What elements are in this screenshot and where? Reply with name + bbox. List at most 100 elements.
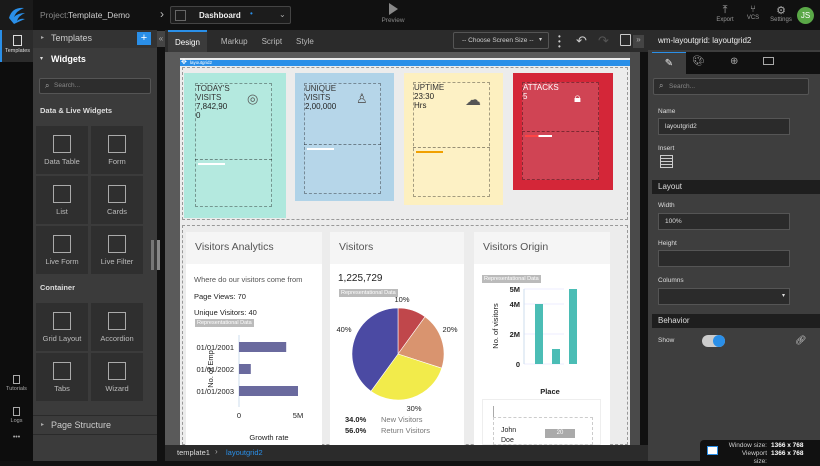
value-badge: 20 (545, 429, 575, 438)
show-toggle[interactable] (702, 335, 725, 347)
screen-size-select[interactable]: -- Choose Screen Size -- ▾ (453, 32, 549, 49)
list-icon (53, 185, 71, 203)
widget-search-input[interactable]: ⌕ Search... (39, 78, 151, 94)
link-icon[interactable]: 🔗︎ (795, 335, 807, 345)
widget-cards[interactable]: Cards (90, 175, 144, 225)
chevron-right-icon: › (160, 7, 164, 21)
caret-down-icon: ▾ (40, 56, 44, 62)
selected-widget-bar[interactable]: ✥ layoutgrid2 (180, 59, 630, 66)
settings-label: Settings (770, 17, 792, 23)
save-icon[interactable] (620, 34, 631, 46)
y-tick-label: 01/01/2002 (196, 365, 234, 374)
top-bar: Project: Template_Demo › Dashboard • ⌄ P… (0, 0, 820, 30)
export-button[interactable]: ⤒ Export (713, 4, 737, 23)
last-name: Doe (501, 437, 514, 444)
logo[interactable] (0, 0, 33, 30)
tile-value: 7,842,90 0 (196, 102, 271, 120)
widget-list[interactable]: List (35, 175, 89, 225)
behavior-section-header: Behavior (652, 314, 820, 328)
tile-title: ATTACKS (523, 83, 598, 92)
form-icon (108, 135, 126, 153)
stat-tile[interactable] (184, 73, 286, 218)
y-tick-label: 01/01/2001 (196, 343, 234, 352)
project-label: Project: (40, 10, 69, 20)
book-icon (13, 375, 20, 384)
expand-right-panel-button[interactable]: » (633, 35, 644, 48)
more-options-icon[interactable]: • • • (558, 32, 561, 51)
grid-layout-icon (53, 312, 71, 330)
device-icon[interactable] (763, 57, 774, 65)
viewport-size-label: Viewport size: (741, 450, 767, 465)
tab-style[interactable]: Style (296, 36, 314, 46)
insert-row-icon[interactable] (660, 155, 673, 168)
tab-design[interactable]: Design (168, 29, 207, 53)
tab-markup[interactable]: Markup (220, 36, 248, 46)
columns-select[interactable]: ▾ (658, 288, 790, 305)
gear-icon: ⚙ (776, 5, 786, 17)
stat-tile[interactable] (404, 73, 503, 205)
export-label: Export (716, 17, 734, 23)
redo-icon[interactable]: ↷ (598, 33, 609, 48)
tab-script[interactable]: Script (261, 36, 283, 46)
undo-icon[interactable]: ↶ (576, 33, 587, 48)
value-line: 2,00,000 (305, 102, 337, 111)
breadcrumb-item[interactable]: layoutgrid2 (226, 448, 263, 457)
widget-live-form[interactable]: Live Form (35, 225, 89, 275)
tile-value: 23:30 Hrs (414, 92, 489, 110)
more-icon[interactable]: ••• (12, 434, 21, 441)
rail-logs[interactable]: Logs (0, 407, 33, 424)
widget-accordion[interactable]: Accordion (90, 302, 144, 352)
x-tick-label: 0 (237, 411, 241, 420)
widget-wizard[interactable]: Wizard (90, 352, 144, 402)
vcs-button[interactable]: ⑂ VCS (743, 4, 763, 21)
data-table-icon (53, 135, 71, 153)
settings-button[interactable]: ⚙ Settings (766, 4, 796, 23)
search-placeholder: Search... (54, 82, 81, 89)
widgets-label: Widgets (51, 54, 86, 64)
visitors-analytics-card: Visitors Analytics Where do our visitors… (186, 232, 322, 445)
page-structure-section[interactable]: ▸ Page Structure (33, 415, 157, 435)
preview-label: Preview (381, 17, 405, 24)
rail-templates[interactable]: Templates (0, 30, 33, 62)
preview-button[interactable]: Preview (380, 3, 406, 24)
palette-icon[interactable]: 🎨︎ (692, 56, 705, 67)
widget-form[interactable]: Form (90, 125, 144, 175)
canvas-scroll-handle[interactable] (157, 240, 160, 270)
widget-tabs[interactable]: Tabs (35, 352, 89, 402)
rep-data-badge: Representational Data (482, 275, 541, 283)
title-line: UNIQUE (305, 84, 337, 93)
width-input[interactable]: 100% (658, 213, 790, 230)
trend-bar (307, 148, 334, 150)
stat-tile[interactable] (295, 73, 394, 201)
value-line: 5 (523, 92, 528, 101)
rep-data-badge: Representational Data (195, 319, 254, 327)
templates-label: Templates (51, 33, 93, 43)
rail-tutorials[interactable]: Tutorials (0, 375, 33, 392)
canvas-scrollbar[interactable] (630, 52, 640, 445)
name-input[interactable]: layoutgrid2 (658, 118, 790, 135)
visitors-card: Visitors 1,225,729 Representational Data… (330, 232, 464, 445)
widgets-section[interactable]: ▾ Widgets (33, 50, 157, 70)
bar (239, 342, 287, 352)
pencil-icon[interactable]: ✎ (652, 52, 686, 74)
breadcrumb-item[interactable]: template1 (177, 448, 210, 457)
widget-data-table[interactable]: Data Table (35, 125, 89, 175)
left-panel-scrollbar[interactable] (151, 240, 154, 270)
add-template-button[interactable]: + (137, 32, 151, 45)
property-search-input[interactable]: ⌕ Search... (653, 78, 809, 95)
screen-size-value: -- Choose Screen Size -- (462, 37, 534, 44)
viewport-size-value: 1366 x 768 (771, 450, 804, 457)
avatar[interactable]: JS (797, 7, 814, 24)
user-icon: ♙ (356, 91, 368, 106)
widget-live-filter[interactable]: Live Filter (90, 225, 144, 275)
templates-section[interactable]: ▸ Templates + (33, 30, 157, 48)
bar (569, 289, 577, 364)
panel-title: wm-layoutgrid: layoutgrid2 (658, 36, 752, 45)
page-selector[interactable]: Dashboard • ⌄ (170, 6, 291, 24)
collapse-left-panel-button[interactable]: « (157, 31, 165, 47)
tile-value: 5 (523, 92, 598, 101)
widget-grid-layout[interactable]: Grid Layout (35, 302, 89, 352)
card-title: Visitors (330, 232, 464, 264)
event-icon[interactable]: ⊕ (730, 56, 739, 67)
height-input[interactable] (658, 250, 790, 267)
